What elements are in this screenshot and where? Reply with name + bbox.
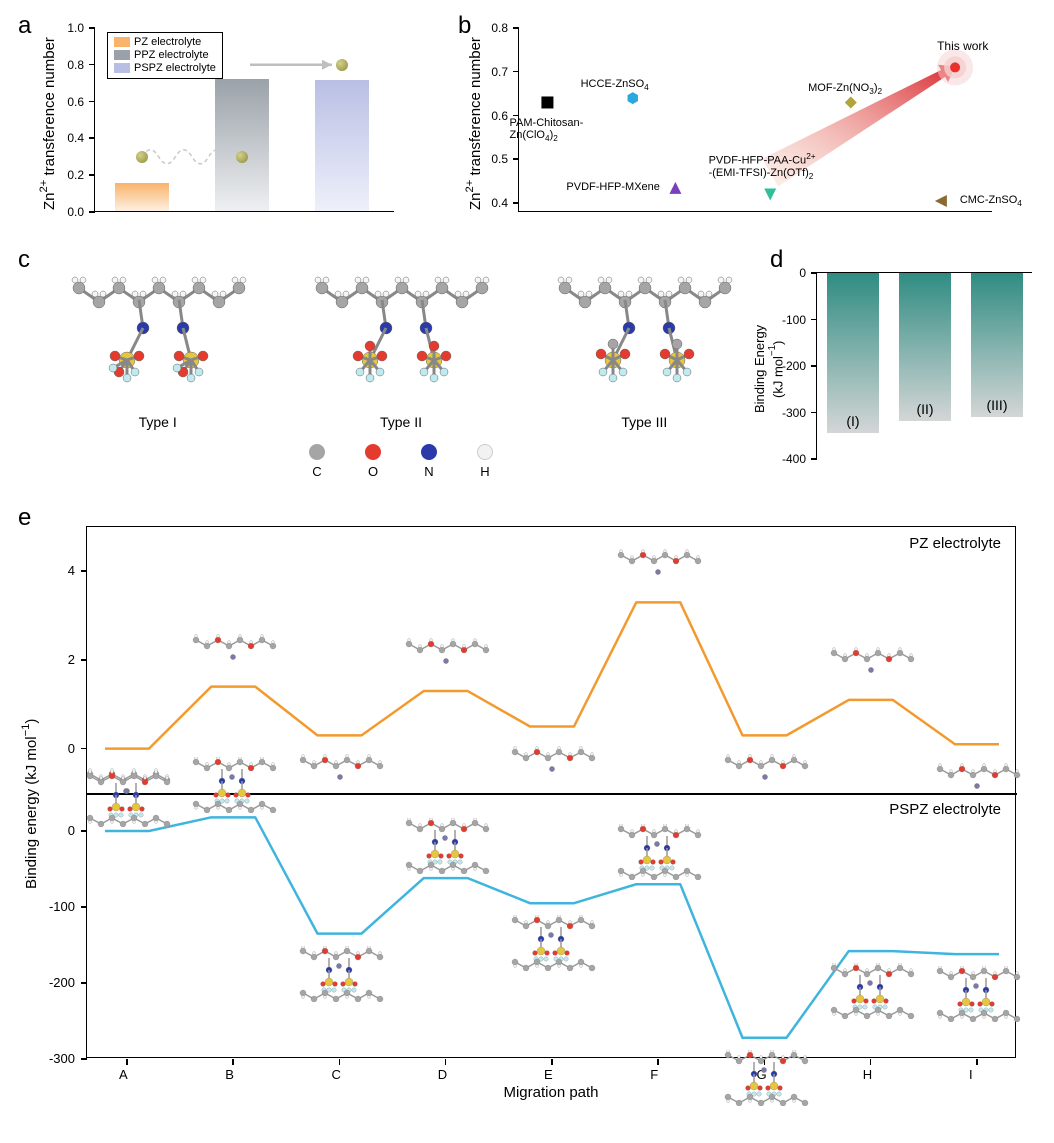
panel-label-a: a — [18, 12, 31, 40]
atom-h: H — [477, 444, 493, 479]
figure-root: a Zn2+ transference number PZ electrolyt… — [16, 16, 1038, 1118]
atom-c: C — [309, 444, 325, 479]
panel-d-ylabel: Binding Energy(kJ mol−1) — [752, 276, 785, 462]
scatter-label: MOF-Zn(NO3)2 — [808, 82, 882, 96]
zn-ion-dot — [136, 151, 148, 163]
atom-n: N — [421, 444, 437, 479]
molecule-sketch — [295, 946, 385, 1002]
atom-legend: C O N H — [36, 444, 766, 479]
bar — [115, 183, 169, 211]
bar — [215, 79, 269, 211]
molecule-sketch — [932, 966, 1022, 1022]
panel-e-ylabel: Binding energy (kJ mol−1) — [20, 538, 40, 1070]
scatter-label: CMC-ZnSO4 — [960, 194, 1022, 208]
molecule-sketch — [507, 915, 597, 971]
chart-e: ABCDEFGHI024PZ electrolyte-300-200-1000P… — [86, 526, 1016, 1058]
zn-ion-dot — [236, 151, 248, 163]
bar — [827, 273, 879, 433]
panel-a-ylabel: Zn2+ transference number — [38, 32, 58, 216]
x-tick-label: B — [225, 1067, 234, 1082]
molecule-type-1: Type I — [48, 250, 268, 430]
molecule-sketch — [826, 963, 916, 1019]
type-label-1: Type I — [139, 414, 177, 430]
molecule-sketch — [82, 771, 172, 827]
category-label: (III) — [971, 397, 1023, 413]
subplot-label: PSPZ electrolyte — [889, 801, 1001, 818]
molecule-type-2: Type II — [291, 250, 511, 430]
x-tick-label: D — [438, 1067, 447, 1082]
scatter-label: PVDF-HFP-MXene — [566, 181, 660, 193]
x-tick-label: A — [119, 1067, 128, 1082]
type-label-3: Type III — [621, 414, 667, 430]
type-label-2: Type II — [380, 414, 422, 430]
scatter-label: PAM-Chitosan-Zn(ClO4)2 — [510, 117, 584, 143]
panel-label-e: e — [18, 504, 31, 532]
molecule-sketch — [401, 818, 491, 874]
x-tick-label: C — [332, 1067, 341, 1082]
category-label: (II) — [899, 401, 951, 417]
panel-label-c: c — [18, 246, 30, 274]
panel-e-xlabel: Migration path — [86, 1084, 1016, 1101]
molecule-sketch — [613, 824, 703, 880]
bar — [971, 273, 1023, 417]
x-tick-label: I — [969, 1067, 973, 1082]
chart-b: 0.40.50.60.70.8PAM-Chitosan-Zn(ClO4)2HCC… — [518, 28, 992, 212]
molecule-type-3: Type III — [534, 250, 754, 430]
x-tick-label: F — [650, 1067, 658, 1082]
panel-b-ylabel: Zn2+ transference number — [464, 32, 484, 216]
molecule-sketch — [188, 757, 278, 813]
atom-o: O — [365, 444, 381, 479]
x-tick-label: H — [863, 1067, 872, 1082]
bar — [315, 80, 369, 211]
this-work-label: This work — [937, 39, 988, 53]
scatter-label: PVDF-HFP-PAA-Cu2+-(EMI-TFSI)-Zn(OTf)2 — [709, 152, 816, 181]
category-label: (I) — [827, 413, 879, 429]
chart-d: 0-100-200-300-400(I)(II)(III) — [816, 272, 1032, 458]
zn-ion-dot — [336, 59, 348, 71]
scatter-label: HCCE-ZnSO4 — [581, 78, 649, 92]
bar — [899, 273, 951, 421]
chart-a: PZ electrolyte PPZ electrolyte PSPZ elec… — [94, 28, 394, 212]
x-tick-label: E — [544, 1067, 553, 1082]
